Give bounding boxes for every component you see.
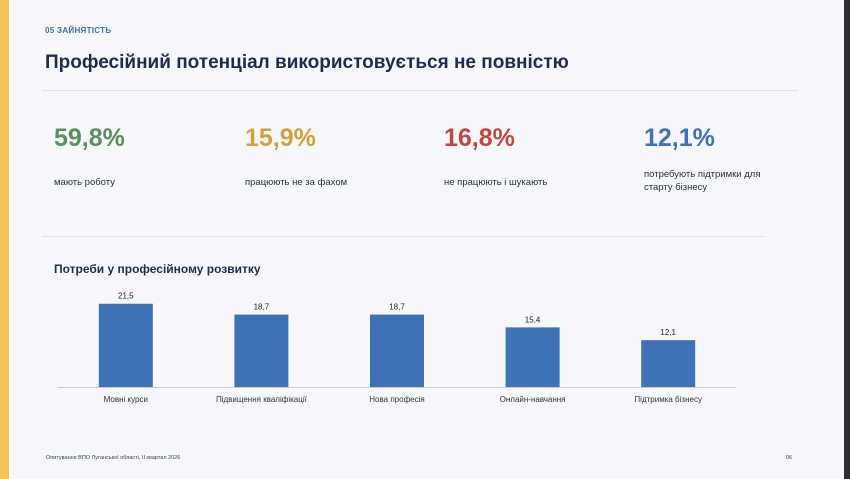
page-title: Професійний потенціал використовується н… (45, 52, 569, 73)
stat-label-business-support: потребують підтримки для старту бізнесу (644, 168, 760, 194)
bar-value-label-3: 15,4 (525, 315, 541, 324)
category-label-4: Підтримка бізнесу (634, 395, 702, 404)
accent-bar (0, 0, 9, 479)
bar-0 (98, 303, 153, 387)
stat-label-line1: потребують підтримки для (644, 169, 761, 180)
bar-2 (370, 314, 424, 387)
bar-3 (505, 327, 560, 387)
title-divider (42, 90, 798, 91)
category-label-2: Нова професія (369, 395, 424, 404)
category-label-3: Онлайн-навчання (500, 395, 566, 404)
window-edge (844, 0, 850, 479)
footer-note: Опитування ВПО Луганської області, II кв… (46, 455, 181, 461)
section-tag: 05 ЗАЙНЯТІСТЬ (45, 26, 112, 35)
bar-1 (234, 314, 289, 387)
chart-title: Потреби у професійному розвитку (54, 262, 261, 276)
stat-label-line2: старту бізнесу (644, 182, 708, 193)
stat-value-not-by-profession: 15,9% (245, 124, 316, 152)
category-label-0: Мовні курси (104, 395, 148, 404)
stat-label-not-by-profession: працюють не за фахом (245, 177, 348, 188)
bar-value-label-1: 18,7 (254, 303, 270, 312)
page-number: 06 (786, 455, 793, 461)
stat-label-job-seeking: не працюють і шукають (444, 177, 548, 188)
category-label-1: Підвищення кваліфікації (216, 395, 308, 404)
stat-value-job-seeking: 16,8% (444, 124, 515, 152)
bar-value-label-2: 18,7 (389, 303, 405, 312)
stats-divider (42, 236, 764, 237)
stat-value-business-support: 12,1% (644, 124, 715, 152)
bar-4 (641, 340, 696, 387)
stat-value-employed: 59,8% (54, 124, 125, 152)
stat-label-employed: мають роботу (54, 177, 115, 188)
bar-value-label-4: 12,1 (660, 328, 676, 337)
bar-value-label-0: 21,5 (118, 292, 134, 301)
